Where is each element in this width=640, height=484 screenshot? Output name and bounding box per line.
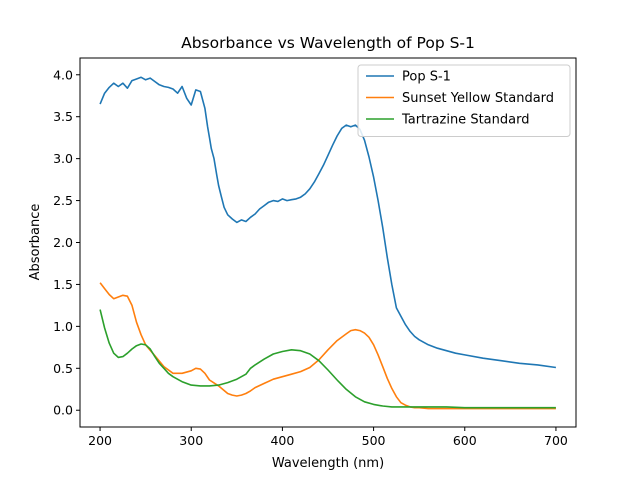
series-line-1 [99, 76, 557, 369]
y-axis-label: Absorbance [28, 204, 43, 281]
legend-label: Sunset Yellow Standard [402, 91, 554, 106]
legend: Pop S-1 Sunset Yellow Standard Tartrazine … [357, 64, 571, 137]
series-line-3 [99, 309, 556, 409]
plot-frame [79, 57, 577, 428]
x-axis: 200 300 400 500 600 700 [88, 427, 568, 448]
y-tick-label: 1.0 [53, 319, 73, 334]
x-tick-label: 600 [453, 433, 477, 448]
y-tick-label: 3.5 [53, 109, 73, 124]
y-tick-label: 0.5 [53, 361, 73, 376]
y-axis: 0.0 0.5 1.0 1.5 2.0 2.5 3.0 3.5 4.0 [53, 67, 80, 418]
y-tick-label: 3.0 [53, 151, 73, 166]
legend-label: Pop S-1 [402, 70, 451, 85]
legend-box [357, 64, 571, 137]
x-tick-label: 200 [88, 433, 112, 448]
y-tick-label: 2.5 [53, 193, 73, 208]
x-tick-label: 400 [270, 433, 294, 448]
y-tick-label: 2.0 [53, 235, 73, 250]
y-tick-label: 4.0 [53, 67, 73, 82]
series-line-2 [99, 282, 556, 410]
x-tick-label: 500 [362, 433, 386, 448]
y-tick-label: 0.0 [53, 403, 73, 418]
legend-label: Tartrazine Standard [401, 113, 529, 128]
y-tick-label: 1.5 [53, 277, 73, 292]
x-axis-label: Wavelength (nm) [272, 456, 384, 471]
x-tick-label: 700 [544, 433, 568, 448]
chart-title: Absorbance vs Wavelength of Pop S-1 [181, 34, 475, 52]
x-tick-label: 300 [179, 433, 203, 448]
plot-lines [99, 76, 557, 410]
